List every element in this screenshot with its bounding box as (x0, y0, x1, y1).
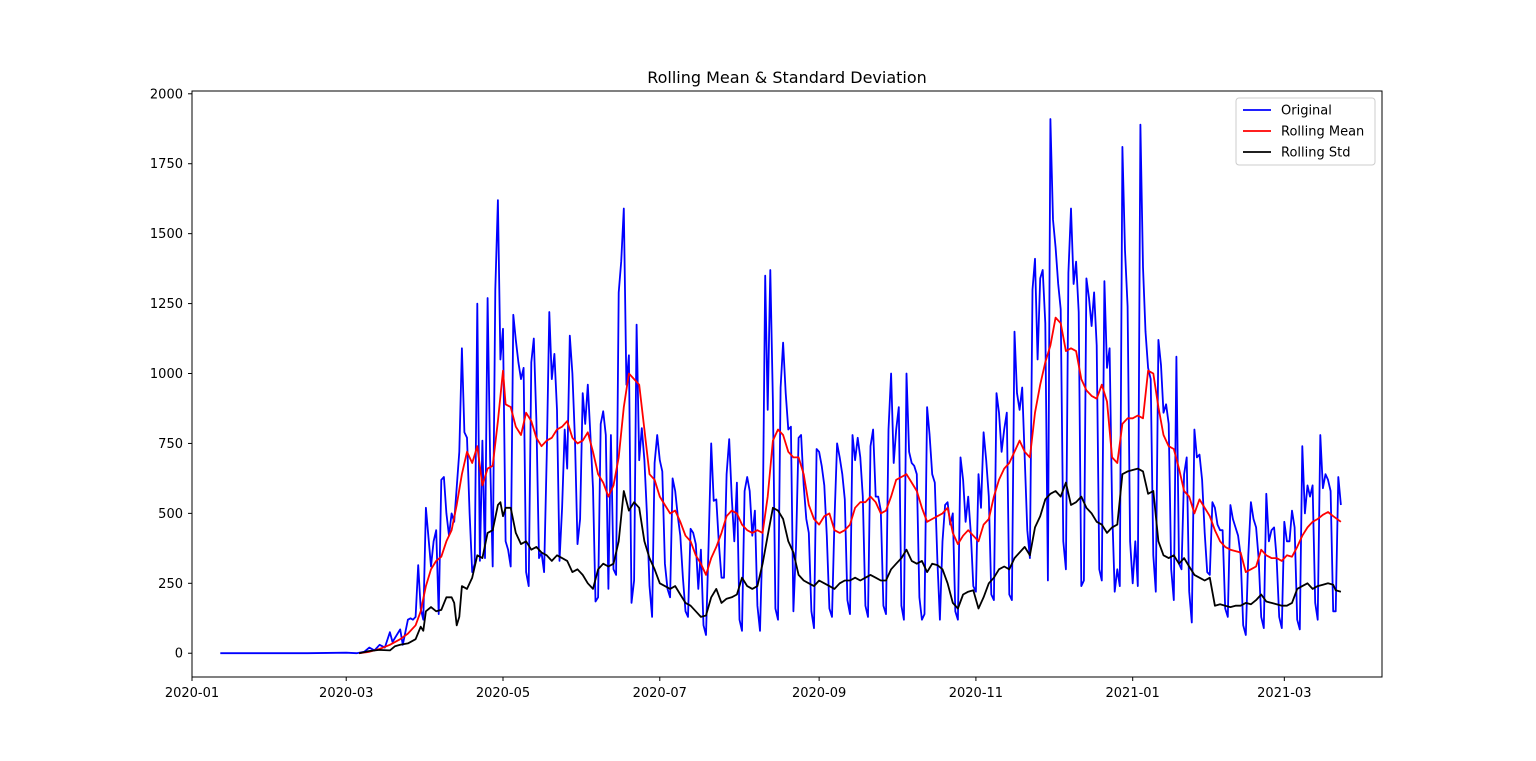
plot-frame (191, 90, 1383, 678)
y-tick-label: 1000 (150, 367, 183, 382)
series-line-original (220, 118, 1342, 655)
y-tick-label: 250 (158, 577, 183, 592)
x-tick-label: 2021-03 (1257, 686, 1311, 701)
plot-lines (220, 118, 1342, 655)
y-axis: 0 250 500 750 1000 1250 1500 1750 2000 (150, 87, 192, 662)
x-tick-label: 2020-05 (476, 686, 530, 701)
y-tick-label: 1250 (150, 297, 183, 312)
x-tick-label: 2021-01 (1106, 686, 1160, 701)
x-tick-label: 2020-03 (319, 686, 373, 701)
y-tick-label: 750 (158, 437, 183, 452)
x-tick-label: 2020-11 (949, 686, 1003, 701)
legend-box (1235, 97, 1376, 166)
series-line-rolling-std (358, 467, 1342, 655)
chart-title: Rolling Mean & Standard Deviation (647, 68, 927, 87)
y-tick-label: 1500 (150, 227, 183, 242)
x-tick-label: 2020-01 (165, 686, 219, 701)
x-tick-label: 2020-07 (633, 686, 687, 701)
y-tick-label: 2000 (150, 87, 183, 102)
x-tick-label: 2020-09 (792, 686, 846, 701)
legend-label: Rolling Std (1281, 146, 1350, 161)
y-tick-label: 1750 (150, 157, 183, 172)
legend-label: Original (1281, 104, 1332, 119)
x-axis: 2020-01 2020-03 2020-05 2020-07 2020-09 2020-… (165, 677, 1311, 701)
y-tick-label: 500 (158, 507, 183, 522)
legend-label: Rolling Mean (1281, 125, 1364, 140)
legend: Original Rolling Mean Rolling Std (1235, 97, 1376, 166)
series-line-rolling-mean (358, 316, 1342, 655)
y-tick-label: 0 (175, 647, 183, 662)
